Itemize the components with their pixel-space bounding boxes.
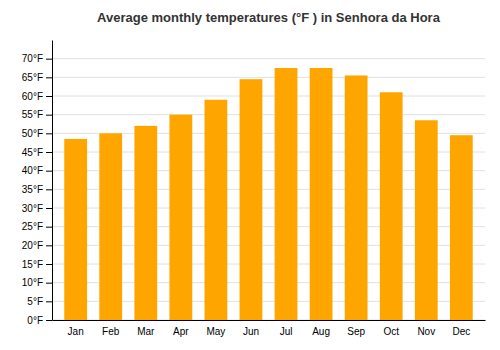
y-tick-mark bbox=[46, 115, 52, 116]
y-tick: 45°F bbox=[22, 147, 52, 158]
y-tick-mark bbox=[46, 77, 52, 78]
y-tick-label: 10°F bbox=[22, 277, 43, 288]
bar bbox=[345, 75, 368, 320]
y-tick-mark bbox=[46, 245, 52, 246]
x-tick-label: Aug bbox=[312, 326, 330, 337]
y-tick-mark bbox=[46, 208, 52, 209]
x-tick-label: May bbox=[206, 326, 225, 337]
bar bbox=[64, 139, 87, 320]
bar bbox=[169, 115, 192, 320]
grid-line bbox=[52, 114, 485, 115]
y-tick-label: 70°F bbox=[22, 53, 43, 64]
y-tick-mark bbox=[46, 283, 52, 284]
x-tick-label: Nov bbox=[417, 326, 435, 337]
y-tick: 5°F bbox=[27, 296, 52, 307]
bar bbox=[205, 100, 228, 320]
bar bbox=[415, 120, 438, 320]
bar bbox=[310, 68, 333, 320]
x-tick: Jun bbox=[243, 326, 259, 337]
y-tick: 50°F bbox=[22, 128, 52, 139]
y-tick-mark bbox=[46, 96, 52, 97]
y-tick: 65°F bbox=[22, 72, 52, 83]
y-tick-mark bbox=[46, 189, 52, 190]
grid bbox=[52, 59, 485, 320]
y-tick: 25°F bbox=[22, 221, 52, 232]
x-tick-label: Mar bbox=[137, 326, 155, 337]
title: Average monthly temperatures (°F ) in Se… bbox=[97, 10, 441, 25]
y-tick-label: 50°F bbox=[22, 128, 43, 139]
y-tick-label: 15°F bbox=[22, 259, 43, 270]
bar bbox=[450, 135, 473, 320]
bar bbox=[99, 133, 122, 320]
x-tick: May bbox=[206, 326, 225, 337]
x-axis: Jan Feb Mar Apr May Jun Jul Aug Sep Oct Nov Dec bbox=[53, 321, 486, 338]
x-tick: Aug bbox=[312, 326, 330, 337]
x-tick: Jan bbox=[68, 326, 84, 337]
x-tick-label: Jul bbox=[280, 326, 293, 337]
bar bbox=[134, 126, 157, 320]
chart: 0°F 5°F 10°F 15°F 20°F 25°F 30°F 35°F 40°F 45°F 50… bbox=[0, 0, 500, 350]
y-tick-mark bbox=[46, 320, 52, 321]
x-tick: Oct bbox=[383, 326, 399, 337]
x-tick: Sep bbox=[347, 326, 365, 337]
grid-line bbox=[52, 77, 485, 78]
x-tick-label: Apr bbox=[173, 326, 189, 337]
y-tick: 0°F bbox=[27, 315, 52, 326]
y-tick-label: 40°F bbox=[22, 165, 43, 176]
y-tick: 35°F bbox=[22, 184, 52, 195]
y-axis-line bbox=[52, 41, 53, 321]
grid-line bbox=[52, 58, 485, 59]
x-tick-label: Sep bbox=[347, 326, 365, 337]
x-tick-label: Jun bbox=[243, 326, 259, 337]
y-tick-mark bbox=[46, 227, 52, 228]
y-tick: 70°F bbox=[22, 53, 52, 64]
y-tick: 40°F bbox=[22, 165, 52, 176]
x-tick-label: Dec bbox=[452, 326, 470, 337]
x-tick-label: Jan bbox=[68, 326, 84, 337]
bar bbox=[275, 68, 298, 320]
x-tick-label: Oct bbox=[383, 326, 399, 337]
x-tick: Nov bbox=[417, 326, 435, 337]
y-tick: 30°F bbox=[22, 203, 52, 214]
y-tick-label: 30°F bbox=[22, 203, 43, 214]
y-tick-label: 35°F bbox=[22, 184, 43, 195]
y-tick-label: 0°F bbox=[27, 315, 43, 326]
y-tick-label: 45°F bbox=[22, 147, 43, 158]
y-tick-label: 20°F bbox=[22, 240, 43, 251]
y-tick-mark bbox=[46, 171, 52, 172]
x-tick: Feb bbox=[102, 326, 120, 337]
grid-line bbox=[52, 96, 485, 97]
y-tick-label: 65°F bbox=[22, 72, 43, 83]
y-axis: 0°F 5°F 10°F 15°F 20°F 25°F 30°F 35°F 40°F 45°F 50… bbox=[22, 41, 53, 326]
y-tick-mark bbox=[46, 264, 52, 265]
y-tick-label: 55°F bbox=[22, 109, 43, 120]
bar bbox=[380, 92, 403, 320]
x-tick: Jul bbox=[280, 326, 293, 337]
x-tick: Mar bbox=[137, 326, 155, 337]
y-tick-mark bbox=[46, 59, 52, 60]
bar bbox=[240, 79, 263, 320]
y-tick-label: 60°F bbox=[22, 91, 43, 102]
y-tick-mark bbox=[46, 133, 52, 134]
bars bbox=[64, 68, 472, 320]
x-tick-label: Feb bbox=[102, 326, 120, 337]
y-tick-label: 25°F bbox=[22, 221, 43, 232]
y-tick: 20°F bbox=[22, 240, 52, 251]
y-tick-mark bbox=[46, 152, 52, 153]
y-tick-mark bbox=[46, 301, 52, 302]
x-tick: Dec bbox=[452, 326, 470, 337]
x-axis-line bbox=[53, 320, 486, 321]
y-tick: 15°F bbox=[22, 259, 52, 270]
y-tick-label: 5°F bbox=[27, 296, 43, 307]
y-tick: 10°F bbox=[22, 277, 52, 288]
x-tick: Apr bbox=[173, 326, 189, 337]
y-tick: 55°F bbox=[22, 109, 52, 120]
y-tick: 60°F bbox=[22, 91, 52, 102]
chart-container: 0°F 5°F 10°F 15°F 20°F 25°F 30°F 35°F 40°F 45°F 50… bbox=[0, 0, 500, 350]
